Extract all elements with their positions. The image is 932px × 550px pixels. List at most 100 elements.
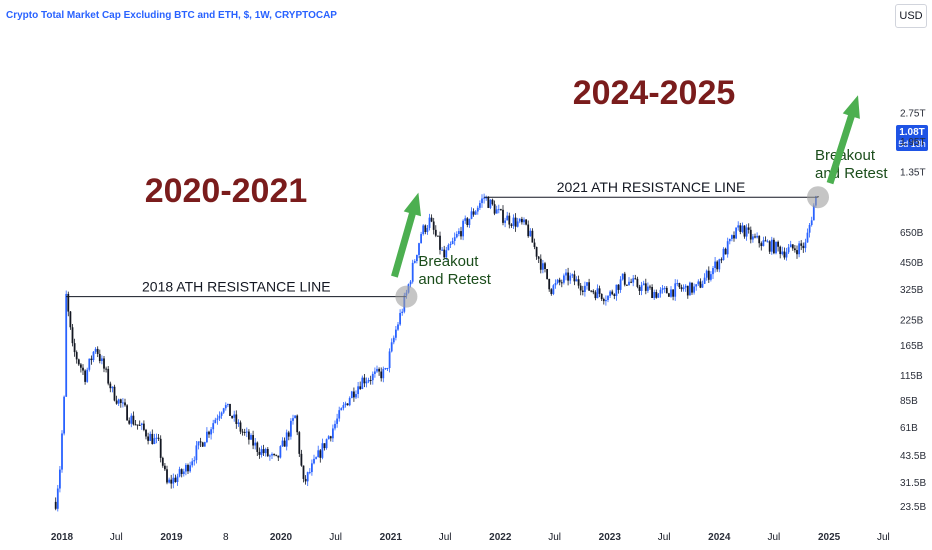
candle-body (166, 469, 168, 483)
candle-body (69, 311, 72, 328)
candle-body (197, 441, 200, 446)
candle-body (728, 238, 731, 242)
candle-body (647, 286, 649, 291)
candle-body (418, 243, 420, 255)
candle-body (752, 236, 754, 240)
candle-body (308, 472, 311, 474)
candle-body (447, 244, 450, 251)
candle-body (250, 435, 252, 440)
y-tick-label: 325B (900, 285, 924, 296)
y-tick-label: 115B (900, 371, 923, 382)
candle-body (256, 442, 259, 452)
candle-body (430, 217, 433, 222)
candle-body (359, 386, 362, 389)
candle-body (525, 219, 527, 225)
candle-body (266, 448, 269, 457)
candle-body (548, 278, 551, 290)
candle-body (466, 218, 469, 225)
candle-body (296, 415, 299, 433)
candle-body (143, 423, 145, 430)
candle-body (155, 437, 158, 439)
last-price-tag: 1.08T 5d 13h (896, 125, 928, 151)
candle-body (661, 288, 664, 290)
candle-body (716, 261, 719, 270)
candle-body (117, 399, 120, 404)
candle-body (300, 453, 303, 466)
y-tick-label: 2.75T (900, 109, 926, 120)
candle-body (92, 351, 95, 361)
candle-body (374, 371, 376, 374)
breakout-label: Breakout (815, 147, 876, 164)
candle-body (96, 348, 99, 354)
candle-body (441, 249, 443, 251)
candle-body (798, 243, 800, 255)
candle-body (365, 381, 368, 384)
candle-body (214, 419, 217, 424)
candle-body (86, 369, 89, 382)
candle-body (777, 241, 779, 247)
candle-body (336, 418, 338, 424)
candle-body (563, 275, 565, 283)
candle-body (495, 209, 498, 214)
candle-body (73, 343, 76, 353)
candle-body (533, 242, 536, 247)
x-tick-label: 2021 (380, 532, 403, 543)
candle-body (239, 422, 242, 432)
candle-body (283, 440, 286, 447)
candle-body (510, 224, 513, 226)
candle-body (369, 379, 372, 381)
candle-body (747, 227, 750, 230)
candle-body (323, 443, 326, 449)
candle-body (783, 251, 786, 258)
candle-body (796, 250, 798, 255)
candle-body (569, 275, 572, 281)
candle-body (512, 217, 515, 226)
candle-body (655, 292, 658, 298)
resistance-line-label: 2018 ATH RESISTANCE LINE (142, 279, 331, 295)
currency-button[interactable]: USD (895, 4, 927, 28)
candle-body (785, 252, 788, 258)
candle-body (546, 269, 548, 279)
candle-body (749, 229, 752, 240)
candle-body (262, 449, 265, 454)
candle-body (659, 289, 662, 294)
candle-body (132, 415, 135, 425)
y-tick-label: 61B (900, 423, 918, 434)
candle-body (153, 438, 156, 444)
candle-body (245, 431, 248, 433)
candle-body (804, 242, 807, 249)
candle-body (124, 402, 126, 406)
candle-body (756, 235, 758, 238)
candle-body (206, 431, 208, 443)
candle-body (516, 221, 519, 227)
retest-marker (395, 285, 418, 308)
candle-body (128, 420, 131, 424)
y-axis: 2.75T 1.95T 1.35T 650B 450B 325B 225B 165B 115B 8… (900, 109, 926, 513)
period-label-2024-2025: 2024-2025 (573, 74, 736, 112)
candle-body (134, 424, 137, 426)
candle-body (218, 415, 221, 419)
candle-body (428, 217, 431, 228)
candle-body (378, 368, 380, 372)
candle-body (552, 285, 555, 294)
candle-body (481, 198, 483, 204)
x-tick-label: Jul (548, 532, 561, 543)
candle-body (231, 415, 233, 418)
candle-body (474, 211, 477, 215)
candle-body (346, 403, 349, 406)
candle-body (644, 283, 647, 291)
candle-body (812, 205, 815, 221)
candle-body (413, 261, 416, 263)
candle-body (575, 279, 578, 282)
candle-body (634, 278, 637, 280)
candle-body (319, 450, 322, 458)
candle-body (321, 443, 324, 458)
candle-body (586, 282, 588, 286)
candle-body (640, 285, 643, 291)
candle-body (90, 358, 93, 361)
x-tick-label: 2019 (160, 532, 183, 543)
candle-body (605, 300, 607, 302)
candle-body (453, 237, 456, 242)
candle-body (172, 477, 175, 484)
